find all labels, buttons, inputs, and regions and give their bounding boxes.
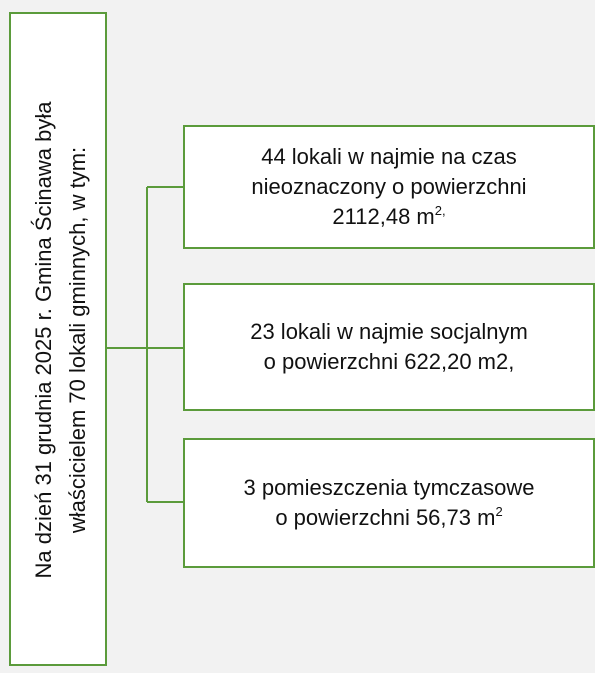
node-line: 44 lokali w najmie na czas: [261, 142, 517, 172]
node-text: o powierzchni 56,73 m: [275, 505, 496, 530]
node-text: 44 lokali w najmie na czas: [261, 144, 517, 169]
node-text: o powierzchni 622,20 m2,: [263, 349, 515, 374]
node-box: 44 lokali w najmie na czas nieoznaczony o…: [183, 125, 595, 249]
node-line: nieoznaczony o powierzchni: [251, 172, 526, 202]
node-line: o powierzchni 56,73 m2: [275, 503, 502, 533]
node-line: 23 lokali w najmie socjalnym: [250, 317, 528, 347]
superscript: 2,: [434, 203, 446, 218]
node-line: o powierzchni 622,20 m2,: [264, 347, 515, 377]
node-text: 3 pomieszczenia tymczasowe: [243, 475, 535, 500]
node-text: nieoznaczony o powierzchni: [251, 174, 527, 199]
root-text: właścicielem 70 lokali gminnych, w tym:: [65, 147, 90, 534]
root-box: [9, 12, 107, 666]
superscript: 2: [495, 504, 503, 519]
node-box: 3 pomieszczenia tymczasowe o powierzchni …: [183, 438, 595, 568]
root-text: Na dzień 31 grudnia 2025 r. Gmina Ścinaw…: [31, 101, 56, 579]
node-box: 23 lokali w najmie socjalnym o powierzchn…: [183, 283, 595, 411]
node-text: 2112,48 m: [332, 204, 435, 229]
connectors: [106, 186, 183, 503]
node-line: 3 pomieszczenia tymczasowe: [243, 473, 534, 503]
node-line: 2112,48 m2,: [332, 202, 445, 232]
node-text: 23 lokali w najmie socjalnym: [250, 319, 528, 344]
